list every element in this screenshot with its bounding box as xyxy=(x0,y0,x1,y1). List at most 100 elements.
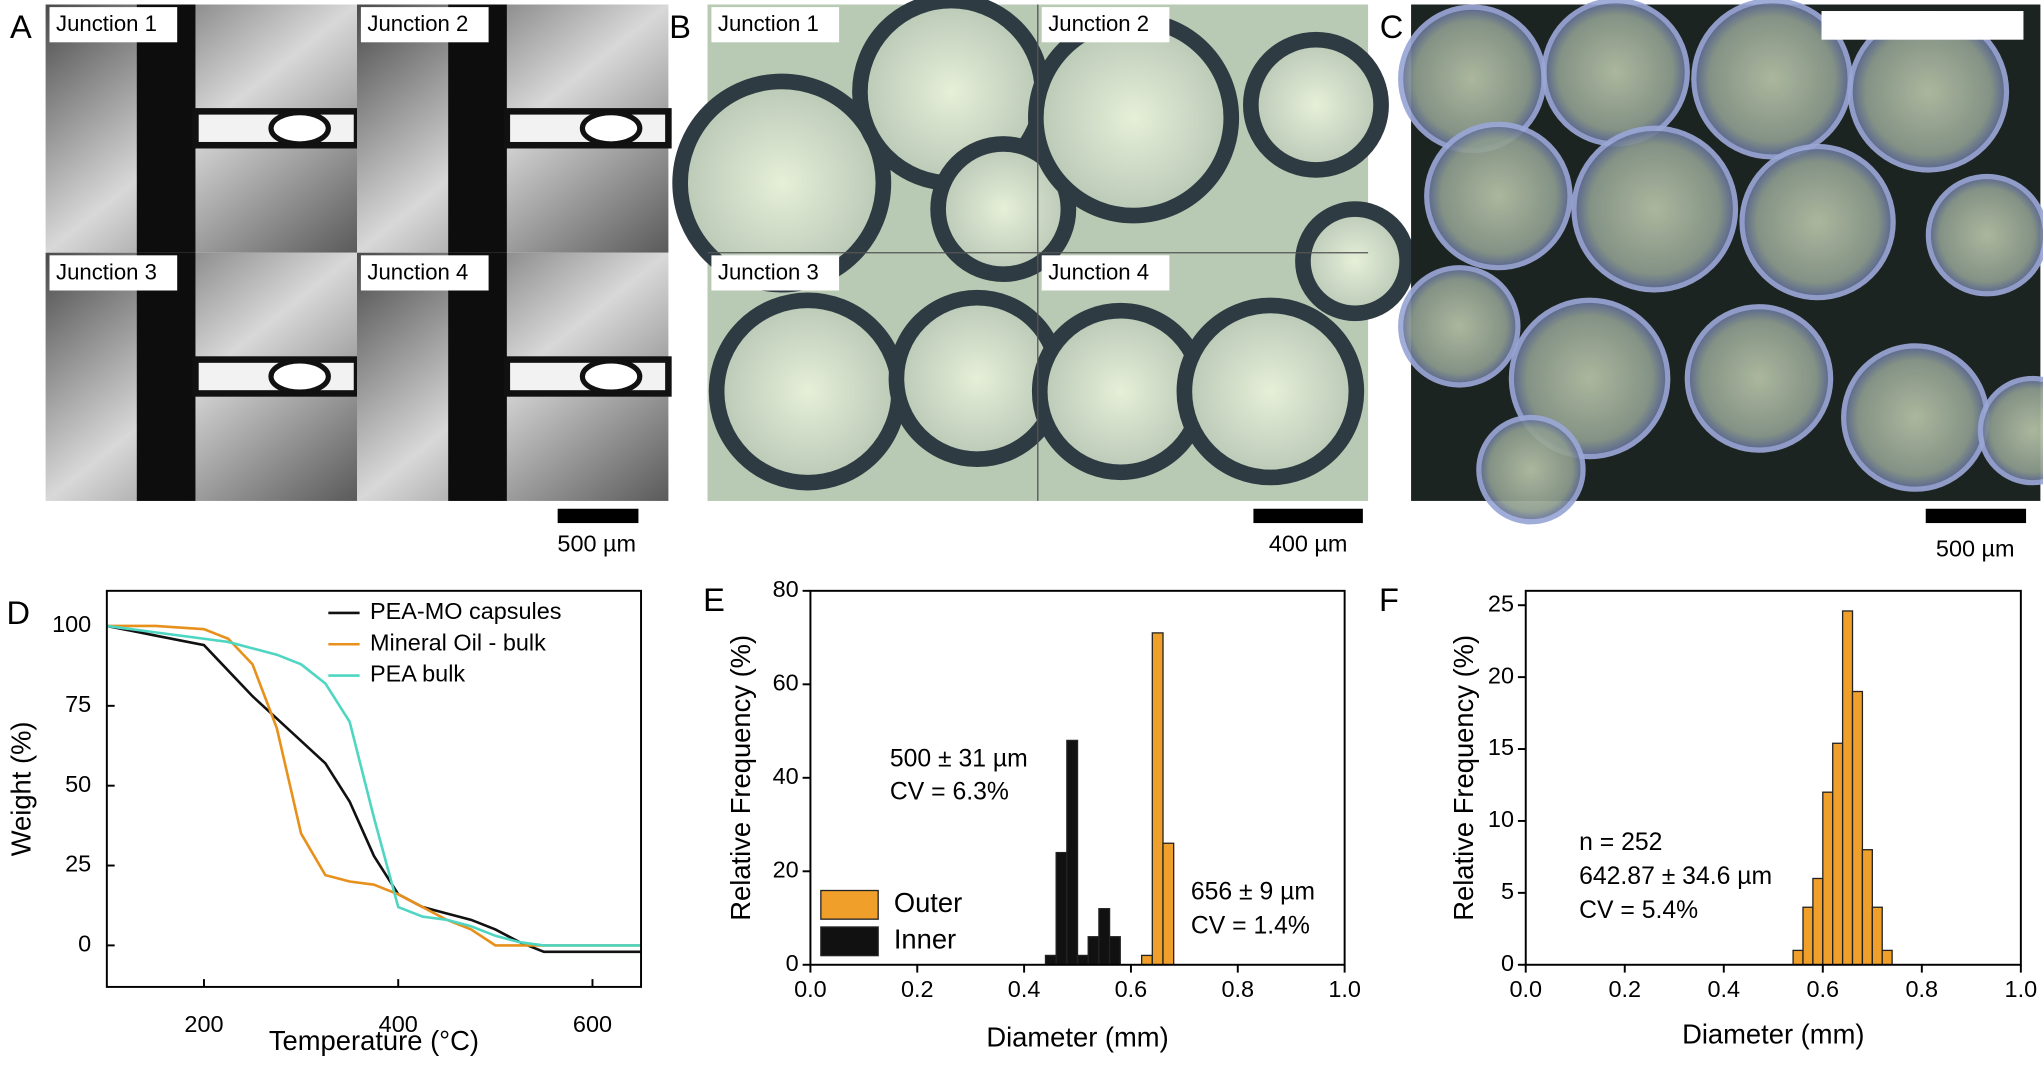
panel-letter: F xyxy=(1379,582,1399,618)
legend-label: Mineral Oil - bulk xyxy=(370,629,546,655)
channel-wall xyxy=(448,4,507,253)
channel-wall xyxy=(136,4,196,253)
x-tick-label: 0.4 xyxy=(1008,976,1041,1002)
panel-letter: E xyxy=(703,582,725,618)
label-box xyxy=(360,7,489,43)
legend-swatch xyxy=(820,926,879,957)
y-tick-label: 25 xyxy=(1488,590,1514,616)
y-tick-label: 60 xyxy=(773,670,799,696)
junction-label: Junction 4 xyxy=(367,259,468,284)
chart: 0.0 0.2 0.4 0.6 0.8 1.0 0 20 40 60 80 E Diameter (mm… xyxy=(703,576,1361,1052)
y-axis-label: Relative Frequency (%) xyxy=(1448,635,1479,921)
scale-bar-label: 400 µm xyxy=(1269,530,1348,556)
capsule xyxy=(1176,297,1365,486)
plot-frame xyxy=(105,589,643,988)
droplet xyxy=(579,358,643,395)
legend-label: Inner xyxy=(894,924,956,955)
y-tick-label: 40 xyxy=(773,763,799,789)
y-axis-label: Relative Frequency (%) xyxy=(725,635,756,921)
label-mask xyxy=(1821,11,2024,40)
junction-label: Junction 1 xyxy=(718,11,819,36)
capsule xyxy=(1508,297,1671,460)
capsule xyxy=(1476,414,1586,525)
bar xyxy=(1076,954,1089,966)
x-tick-label: 1.0 xyxy=(2005,976,2038,1002)
x-tick-label: 0.8 xyxy=(1906,976,1939,1002)
plot-frame xyxy=(809,589,1346,966)
y-tick-label: 100 xyxy=(52,611,91,637)
panel-letter: C xyxy=(1380,9,1404,45)
x-tick-label: 200 xyxy=(184,1011,223,1037)
scale-bar xyxy=(557,508,639,524)
bar xyxy=(1881,949,1893,966)
annotation: CV = 5.4% xyxy=(1579,897,1698,924)
capsule xyxy=(1398,265,1521,388)
chart: 200 400 600 0 25 50 75 100 D Temperature (°C) Weig… xyxy=(6,589,643,1056)
capsule xyxy=(1028,12,1240,224)
legend-label: PEA bulk xyxy=(370,661,465,687)
x-tick-label: 0.6 xyxy=(1115,976,1148,1002)
droplet xyxy=(579,110,643,147)
plot-frame xyxy=(1524,589,2022,966)
y-tick-label: 20 xyxy=(1488,662,1514,688)
x-tick-label: 0.2 xyxy=(901,976,934,1002)
annotation: CV = 6.3% xyxy=(890,778,1009,805)
x-axis-label: Diameter (mm) xyxy=(1682,1019,1864,1050)
channel-wall xyxy=(448,252,507,501)
bar xyxy=(1140,954,1153,966)
bar xyxy=(1812,877,1824,966)
x-tick-label: 600 xyxy=(573,1011,612,1037)
channel-wall xyxy=(136,252,196,501)
droplet xyxy=(268,358,331,395)
capsule xyxy=(1977,375,2043,486)
capsule xyxy=(1739,143,1896,301)
bar xyxy=(1098,908,1111,966)
legend-label: Outer xyxy=(894,887,962,918)
x-tick-label: 0.8 xyxy=(1221,976,1254,1002)
capsule xyxy=(1242,31,1389,178)
annotation: 500 ± 31 µm xyxy=(890,746,1028,773)
bar xyxy=(1044,954,1057,966)
capsule xyxy=(672,73,892,293)
bar xyxy=(1851,690,1864,966)
photo-panel: Junction 1 Junction 2 Junction 3 Junction 4… xyxy=(10,4,672,556)
bar xyxy=(1822,791,1834,966)
bar xyxy=(1066,739,1079,966)
x-tick-label: 0.6 xyxy=(1807,976,1840,1002)
x-tick-label: 0.0 xyxy=(1509,976,1542,1002)
bar xyxy=(1087,936,1100,966)
bar xyxy=(1792,949,1804,966)
x-axis-label: Diameter (mm) xyxy=(986,1021,1168,1052)
bar xyxy=(1162,842,1175,966)
label-box xyxy=(49,7,178,43)
x-tick-label: 0.2 xyxy=(1608,976,1641,1002)
scale-bar-label: 500 µm xyxy=(557,530,636,556)
label-box xyxy=(360,255,489,291)
y-tick-label: 50 xyxy=(65,771,91,797)
y-tick-label: 80 xyxy=(773,576,799,602)
scale-bar-label: 500 µm xyxy=(1936,536,2015,562)
label-box xyxy=(49,255,178,291)
bar xyxy=(1151,632,1164,966)
y-tick-label: 25 xyxy=(65,851,91,877)
bar xyxy=(1832,742,1844,966)
bar xyxy=(1802,906,1814,966)
series-line xyxy=(106,624,642,947)
label-box xyxy=(1041,255,1170,291)
bar xyxy=(1055,851,1068,966)
panel-letter: B xyxy=(669,9,691,45)
junction-label: Junction 3 xyxy=(56,259,157,284)
junction-label: Junction 3 xyxy=(718,259,819,284)
label-box xyxy=(711,255,840,291)
junction-label: Junction 1 xyxy=(56,11,157,36)
label-box xyxy=(711,7,840,43)
legend-swatch xyxy=(820,889,879,920)
label-box xyxy=(1041,7,1170,43)
y-tick-label: 75 xyxy=(65,691,91,717)
x-tick-label: 0.4 xyxy=(1707,976,1740,1002)
y-tick-label: 0 xyxy=(1501,950,1514,976)
photo-panel: C 500 µm xyxy=(1380,0,2043,562)
x-tick-label: 400 xyxy=(379,1011,418,1037)
